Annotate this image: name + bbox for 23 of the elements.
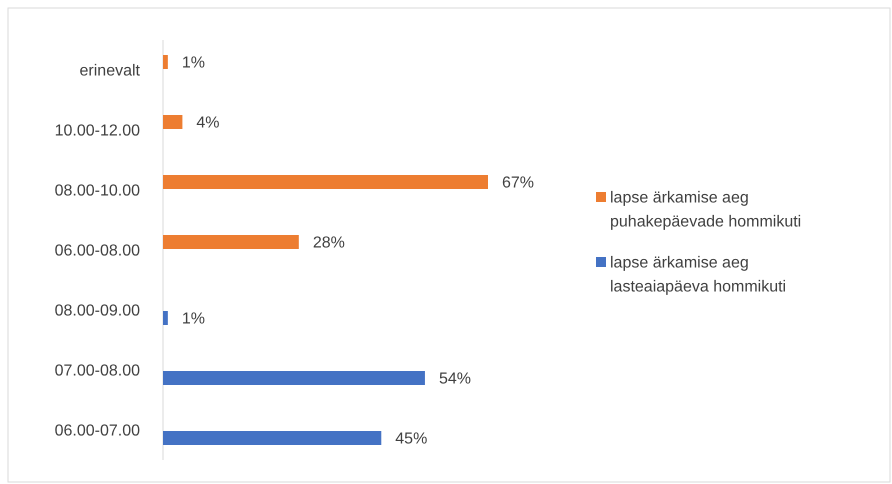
y-tick-label: 08.00-10.00: [54, 182, 140, 200]
bar: [163, 115, 182, 129]
data-label: 1%: [182, 54, 205, 72]
y-tick-label: 06.00-08.00: [54, 242, 140, 260]
data-label: 4%: [196, 114, 220, 132]
y-tick-label: 10.00-12.00: [54, 122, 140, 140]
y-tick-label: 06.00-07.00: [54, 422, 140, 440]
bar: [163, 235, 299, 249]
legend-label: lapse ärkamise aeg lasteaiapäeva hommikuti: [610, 254, 786, 296]
data-label: 1%: [182, 310, 205, 328]
data-label: 28%: [312, 234, 345, 252]
bar: [163, 431, 382, 445]
y-tick-label: erinevalt: [80, 62, 141, 80]
legend-label: lapse ärkamise aeg puhakepäevade hommikuti: [610, 190, 802, 231]
bar: [163, 55, 168, 69]
y-tick-label: 08.00-09.00: [54, 302, 140, 320]
bar: [163, 175, 488, 189]
bar: [163, 371, 425, 385]
data-label: 45%: [395, 430, 428, 448]
bar: [163, 311, 168, 325]
y-tick-label: 07.00-08.00: [54, 362, 140, 380]
data-label: 67%: [502, 174, 534, 192]
data-label: 54%: [438, 370, 471, 388]
